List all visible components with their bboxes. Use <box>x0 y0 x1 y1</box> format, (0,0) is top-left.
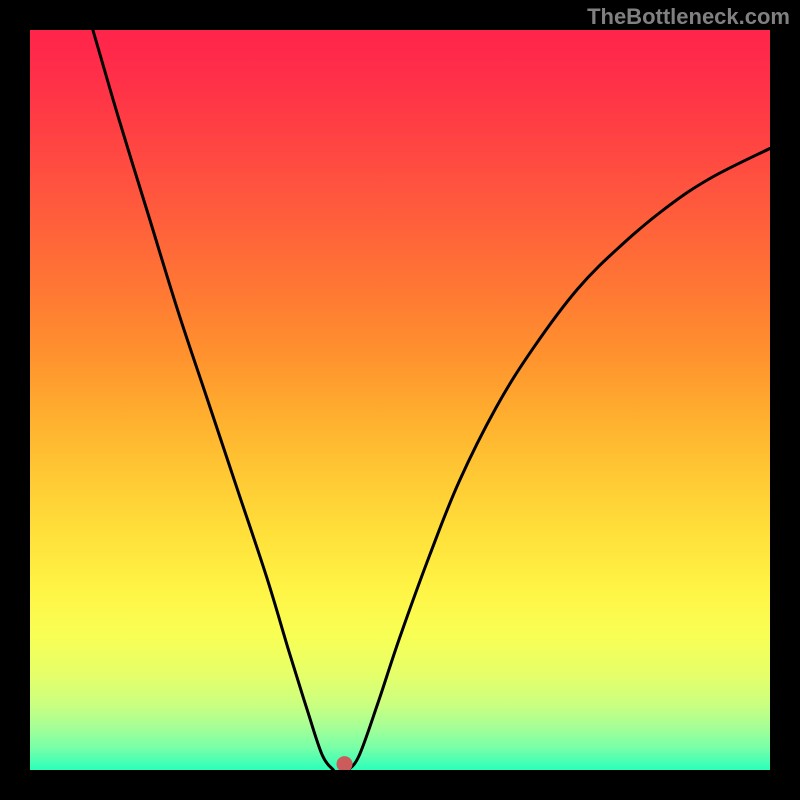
watermark-text: TheBottleneck.com <box>587 4 790 30</box>
curve-right-branch <box>348 148 770 770</box>
curve-layer <box>30 30 770 770</box>
minimum-marker <box>337 756 353 770</box>
chart-container: { "watermark": { "text": "TheBottleneck.… <box>0 0 800 800</box>
curve-left-branch <box>93 30 334 770</box>
plot-area <box>30 30 770 770</box>
